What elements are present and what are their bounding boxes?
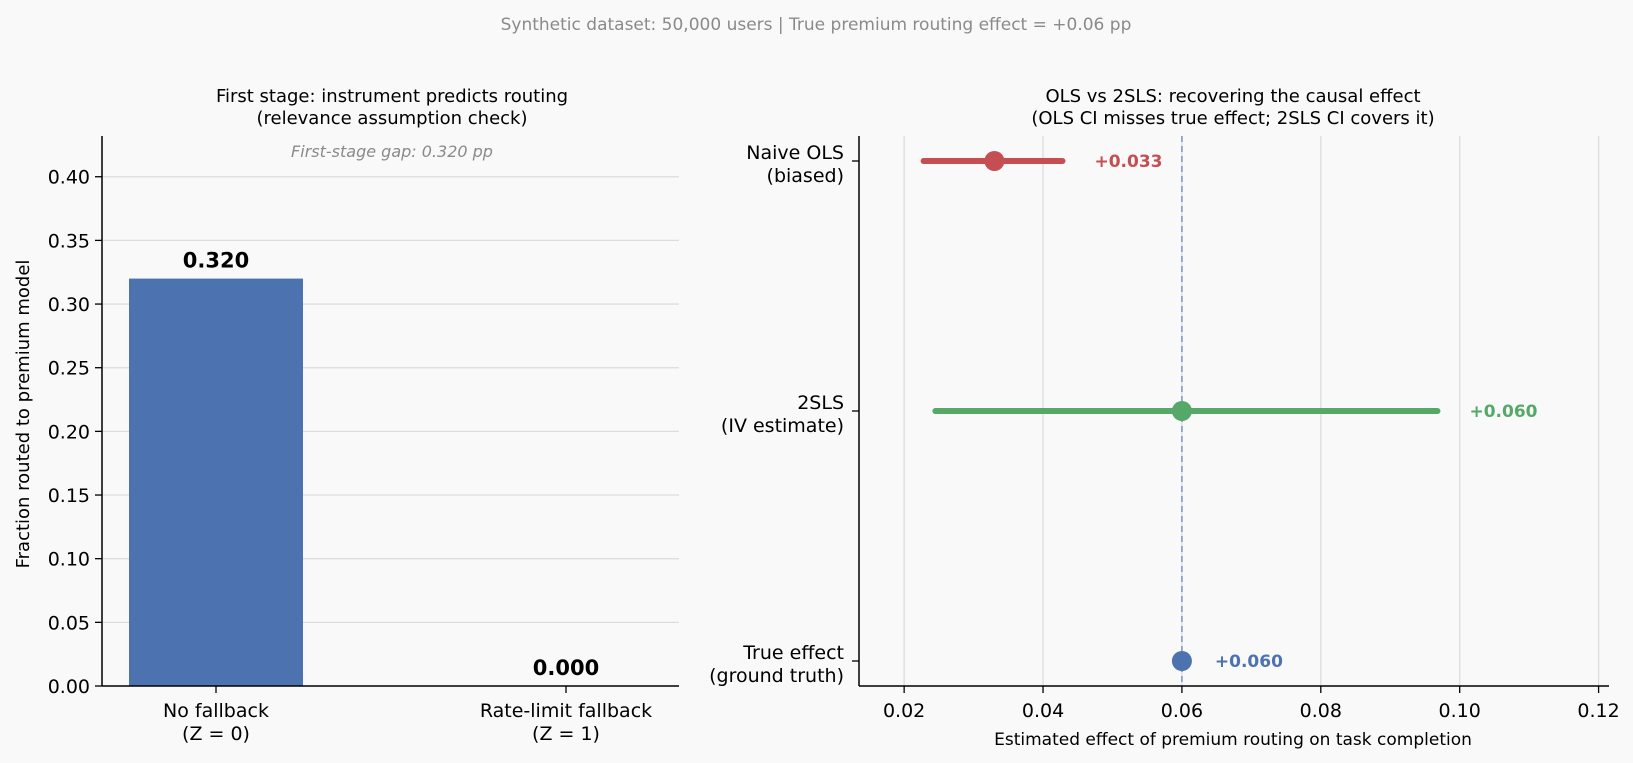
left-y-tick-label: 0.00: [48, 676, 90, 698]
right-x-tick-label: 0.06: [1161, 700, 1203, 722]
right-x-tick-label: 0.04: [1022, 700, 1064, 722]
left-x-tick-label: No fallback: [163, 700, 269, 722]
left-y-axis-label: Fraction routed to premium model: [13, 260, 34, 569]
bar-value-label: 0.320: [183, 249, 249, 273]
figure-suptitle: Synthetic dataset: 50,000 users | True p…: [501, 15, 1132, 35]
left-y-tick-label: 0.05: [48, 612, 90, 634]
point-estimate: [1171, 401, 1192, 421]
left-y-tick-label: 0.20: [48, 421, 90, 443]
left-y-tick-label: 0.40: [48, 167, 90, 189]
left-axes: 0.00 0.05 0.10 0.15 0.20 0.25 0.30 0.35 0.40 No f…: [48, 136, 679, 745]
left-title-line2: (relevance assumption check): [256, 108, 527, 129]
right-y-tick-label: (ground truth): [709, 665, 844, 687]
ols-vs-2sls-plot: OLS vs 2SLS: recovering the causal effec…: [709, 86, 1620, 750]
left-y-tick-label: 0.25: [48, 358, 90, 380]
left-x-tick-label: (Z = 0): [182, 723, 250, 745]
right-x-axis-label: Estimated effect of premium routing on t…: [994, 730, 1472, 750]
right-x-tick-label: 0.02: [883, 700, 925, 722]
right-y-tick-label: True effect: [742, 642, 844, 664]
left-y-tick-label: 0.35: [48, 230, 90, 252]
estimate-value-label: +0.033: [1094, 152, 1162, 172]
left-title-line1: First stage: instrument predicts routing: [216, 86, 568, 107]
left-y-tick-label: 0.10: [48, 549, 90, 571]
left-y-tick-label: 0.30: [48, 294, 90, 316]
left-y-tick-label: 0.15: [48, 485, 90, 507]
point-estimate: [984, 151, 1005, 171]
left-bars: 0.320 0.000: [129, 249, 599, 686]
right-x-tick-label: 0.12: [1577, 700, 1619, 722]
right-axes: 0.02 0.04 0.06 0.08 0.10 0.12 Naive OLS(biased…: [709, 136, 1620, 722]
right-title-line2: (OLS CI misses true effect; 2SLS CI cove…: [1031, 108, 1434, 129]
right-y-tick-label: (biased): [767, 165, 844, 187]
right-title-line1: OLS vs 2SLS: recovering the causal effec…: [1045, 86, 1420, 107]
bar: [129, 278, 303, 686]
first-stage-gap-annotation: First-stage gap: 0.320 pp: [291, 142, 493, 161]
right-x-tick-label: 0.10: [1439, 700, 1481, 722]
left-x-tick-label: (Z = 1): [532, 723, 600, 745]
right-x-tick-label: 0.08: [1300, 700, 1342, 722]
left-x-tick-label: Rate-limit fallback: [480, 700, 652, 722]
bar-value-label: 0.000: [533, 656, 599, 680]
right-estimates: +0.033 +0.060 +0.060: [920, 151, 1538, 672]
right-y-tick-label: 2SLS: [797, 392, 844, 414]
estimate-value-label: +0.060: [1469, 402, 1537, 422]
first-stage-bar-chart: First stage: instrument predicts routing…: [13, 86, 679, 745]
right-y-tick-label: Naive OLS: [746, 142, 844, 164]
point-estimate: [1171, 651, 1192, 671]
right-y-tick-label: (IV estimate): [721, 415, 844, 437]
estimate-value-label: +0.060: [1215, 652, 1283, 672]
